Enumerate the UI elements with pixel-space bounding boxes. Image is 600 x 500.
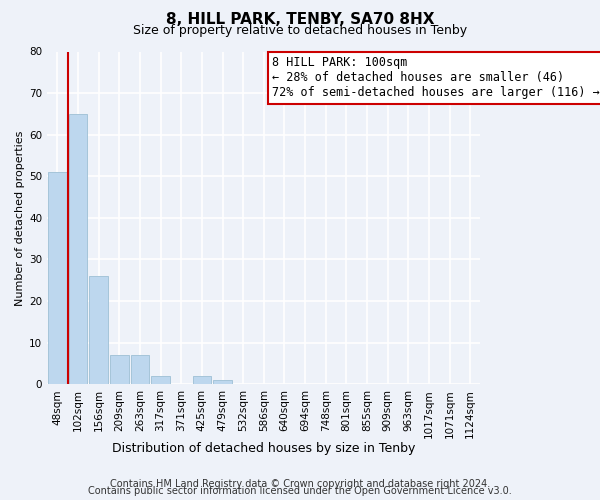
Bar [89, 276, 108, 384]
Bar [48, 172, 67, 384]
Bar [213, 380, 232, 384]
Y-axis label: Number of detached properties: Number of detached properties [15, 130, 25, 306]
Text: 8 HILL PARK: 100sqm
← 28% of detached houses are smaller (46)
72% of semi-detach: 8 HILL PARK: 100sqm ← 28% of detached ho… [272, 56, 600, 100]
Bar [110, 355, 128, 384]
Text: Contains HM Land Registry data © Crown copyright and database right 2024.: Contains HM Land Registry data © Crown c… [110, 479, 490, 489]
Bar [131, 355, 149, 384]
Text: Size of property relative to detached houses in Tenby: Size of property relative to detached ho… [133, 24, 467, 37]
Bar [69, 114, 88, 384]
Text: Contains public sector information licensed under the Open Government Licence v3: Contains public sector information licen… [88, 486, 512, 496]
Text: 8, HILL PARK, TENBY, SA70 8HX: 8, HILL PARK, TENBY, SA70 8HX [166, 12, 434, 28]
Bar [151, 376, 170, 384]
Bar [193, 376, 211, 384]
X-axis label: Distribution of detached houses by size in Tenby: Distribution of detached houses by size … [112, 442, 415, 455]
